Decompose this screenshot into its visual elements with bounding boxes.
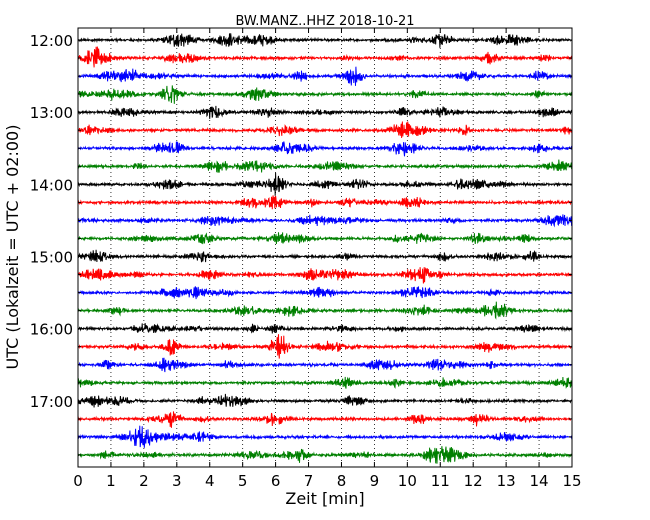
y-axis: 12:00 13:00 14:00 15:00 16:00 17:00 [30,32,572,456]
plot-frame [77,27,573,468]
x-axis-label: Zeit [min] [285,489,364,508]
trace-line [77,301,573,320]
trace-line [77,249,573,263]
x-tick-label: 2 [139,472,149,490]
trace-line [77,105,573,119]
trace-line [77,159,573,173]
trace-line [78,323,573,334]
trace-line [77,172,573,196]
trace-line [77,66,573,86]
x-tick-label: 14 [530,472,549,490]
x-tick-label: 1 [106,472,116,490]
y-tick-label: 17:00 [30,393,73,411]
trace-line [77,195,573,210]
x-tick-label: 7 [304,472,314,490]
x-tick-label: 5 [238,472,248,490]
y-axis-label: UTC (Lokalzeit = UTC + 02:00) [3,125,22,370]
trace-line [77,266,573,284]
trace-line [77,357,572,373]
trace-line [77,46,573,68]
chart-title: BW.MANZ..HHZ 2018-10-21 [235,14,414,29]
trace-line [77,425,573,448]
x-tick-label: 15 [562,472,581,490]
trace-line [77,393,573,408]
trace-line [77,33,573,48]
y-tick-label: 13:00 [30,104,73,122]
x-tick-label: 6 [271,472,281,490]
y-tick-label: 15:00 [30,249,73,267]
x-tick-label: 9 [370,472,380,490]
trace-line [77,411,573,428]
x-tick-label: 3 [172,472,182,490]
trace-line [78,121,573,139]
trace-line [77,446,573,464]
trace-line [77,232,573,245]
x-tick-label: 10 [398,472,417,490]
x-tick-label: 0 [73,472,83,490]
x-tick-label: 13 [497,472,516,490]
x-tick-label: 12 [464,472,483,490]
y-tick-label: 14:00 [30,176,73,194]
trace-line [77,286,573,300]
y-tick-label: 12:00 [30,32,73,50]
traces [77,33,573,464]
x-tick-label: 8 [337,472,347,490]
trace-line [77,214,573,228]
trace-line [77,141,573,157]
y-tick-label: 16:00 [30,321,73,339]
trace-line [77,334,573,359]
trace-line [77,376,573,389]
trace-line [77,85,573,104]
x-axis: 0 1 2 3 4 5 6 7 8 9 10 11 12 13 14 15 [73,28,582,490]
x-tick-label: 11 [431,472,450,490]
x-tick-label: 4 [205,472,215,490]
